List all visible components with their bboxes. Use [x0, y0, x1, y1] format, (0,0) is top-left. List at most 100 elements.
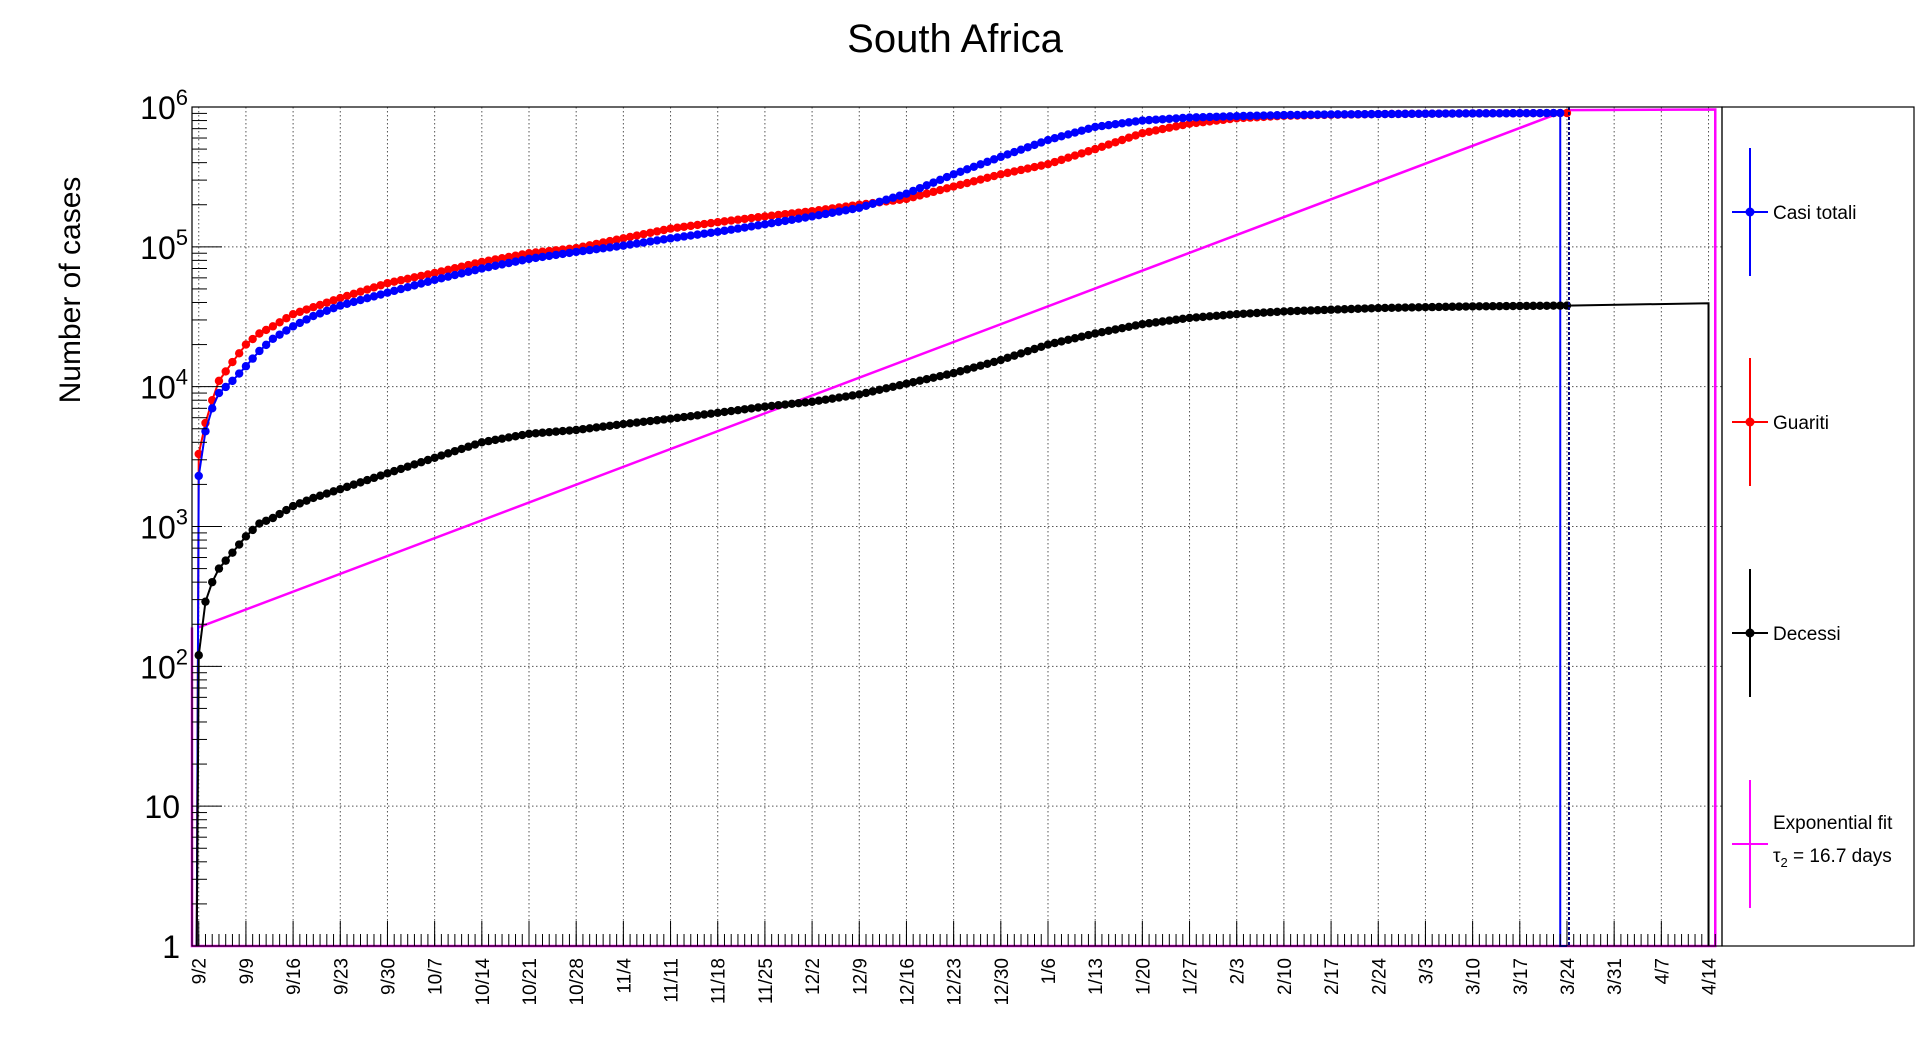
- decessi-point: [895, 381, 904, 390]
- decessi-point: [1192, 313, 1201, 322]
- decessi-point: [834, 393, 844, 402]
- decessi-point: [275, 509, 284, 519]
- decessi-point: [1124, 322, 1134, 332]
- decessi-point: [383, 469, 392, 478]
- decessi-point: [989, 357, 999, 367]
- decessi-point: [241, 532, 251, 541]
- casi-totali-point: [855, 203, 864, 213]
- casi-totali-point: [895, 191, 904, 200]
- decessi-point: [228, 548, 237, 557]
- decessi-point: [882, 384, 891, 393]
- casi-totali-point: [504, 258, 513, 268]
- casi-totali-point: [383, 288, 392, 297]
- decessi-point: [282, 505, 291, 515]
- casi-totali-point: [1003, 150, 1012, 159]
- decessi-point: [632, 418, 642, 427]
- casi-totali-point: [558, 249, 567, 259]
- decessi-point: [1326, 305, 1336, 314]
- guariti-point: [652, 227, 662, 236]
- decessi-point: [760, 402, 770, 411]
- decessi-point: [430, 453, 439, 462]
- decessi-point: [1185, 313, 1194, 323]
- decessi-point: [497, 434, 507, 443]
- decessi-point: [1151, 318, 1161, 327]
- decessi-point: [349, 480, 358, 489]
- casi-totali-point: [1427, 109, 1437, 118]
- decessi-point: [1037, 342, 1046, 351]
- casi-totali-point: [882, 195, 891, 204]
- casi-totali-point: [1043, 135, 1053, 145]
- casi-totali-point: [484, 262, 493, 272]
- casi-totali-point: [821, 209, 830, 219]
- decessi-point: [457, 444, 466, 454]
- series-layer: [190, 107, 1717, 948]
- decessi-point: [1320, 305, 1329, 315]
- decessi-point: [902, 379, 911, 388]
- decessi-point: [1434, 302, 1444, 312]
- legend-border: [1721, 106, 1915, 947]
- decessi-point: [1529, 301, 1538, 311]
- guariti-point: [261, 325, 271, 335]
- guariti-point: [390, 277, 399, 286]
- guariti-point: [733, 215, 743, 224]
- x-tick-label: 3/31: [1605, 958, 1626, 995]
- decessi-point: [1535, 301, 1545, 311]
- decessi-point: [1252, 308, 1262, 318]
- x-tick-label: 2/10: [1275, 958, 1296, 995]
- decessi-point: [686, 411, 695, 421]
- decessi-point: [329, 487, 338, 496]
- guariti-point: [720, 217, 729, 226]
- casi-totali-point: [545, 251, 554, 261]
- decessi-point: [403, 462, 412, 471]
- casi-totali-point: [1212, 112, 1221, 121]
- x-tick-label: 9/30: [378, 958, 399, 995]
- guariti-point: [491, 255, 500, 264]
- y-axis: 1 10 102 103 104 105 106: [140, 85, 222, 965]
- casi-totali-point: [753, 221, 763, 230]
- decessi-point: [1306, 306, 1316, 315]
- casi-totali-point: [814, 210, 824, 220]
- casi-totali-point: [1185, 113, 1194, 122]
- casi-totali-point: [531, 253, 540, 263]
- guariti-point: [1050, 157, 1059, 167]
- guariti-point: [329, 296, 338, 305]
- guariti-point: [1178, 120, 1187, 130]
- guariti-point: [706, 218, 716, 228]
- casi-totali-point: [565, 248, 574, 258]
- casi-totali-point: [996, 152, 1006, 162]
- decessi-point: [1171, 315, 1181, 324]
- casi-totali-point: [518, 256, 527, 265]
- guariti-point: [282, 314, 291, 323]
- x-tick-label: 1/6: [1039, 958, 1060, 984]
- casi-totali-point: [410, 281, 419, 290]
- casi-totali-point: [369, 292, 379, 301]
- casi-totali-point: [1293, 110, 1302, 120]
- y-tick-label: 105: [140, 225, 188, 266]
- decessi-point: [855, 390, 864, 399]
- casi-totali-point: [1171, 114, 1181, 123]
- guariti-point: [760, 212, 770, 221]
- x-tick-label: 12/16: [897, 958, 918, 1006]
- casi-totali-point: [713, 227, 722, 237]
- x-tick-label: 11/11: [662, 958, 683, 1003]
- decessi-point: [545, 427, 554, 437]
- guariti-point: [1151, 126, 1161, 135]
- casi-totali-point: [598, 244, 608, 253]
- decessi-point: [255, 519, 264, 528]
- guariti-point: [416, 271, 426, 281]
- decessi-point: [234, 540, 244, 549]
- x-tick-label: 11/4: [614, 958, 635, 994]
- guariti-point: [1077, 149, 1086, 158]
- decessi-point: [1259, 308, 1268, 317]
- casi-totali-point: [1219, 112, 1228, 121]
- casi-totali-point: [282, 326, 291, 335]
- casi-totali-point: [194, 471, 203, 481]
- guariti-point: [619, 234, 628, 243]
- casi-totali-point: [1481, 109, 1491, 118]
- decessi-point: [740, 405, 749, 414]
- casi-totali-point: [1475, 109, 1484, 118]
- decessi-point: [1030, 344, 1039, 354]
- decessi-point: [1003, 353, 1012, 363]
- decessi-point: [1225, 310, 1235, 319]
- decessi-point: [1050, 338, 1059, 348]
